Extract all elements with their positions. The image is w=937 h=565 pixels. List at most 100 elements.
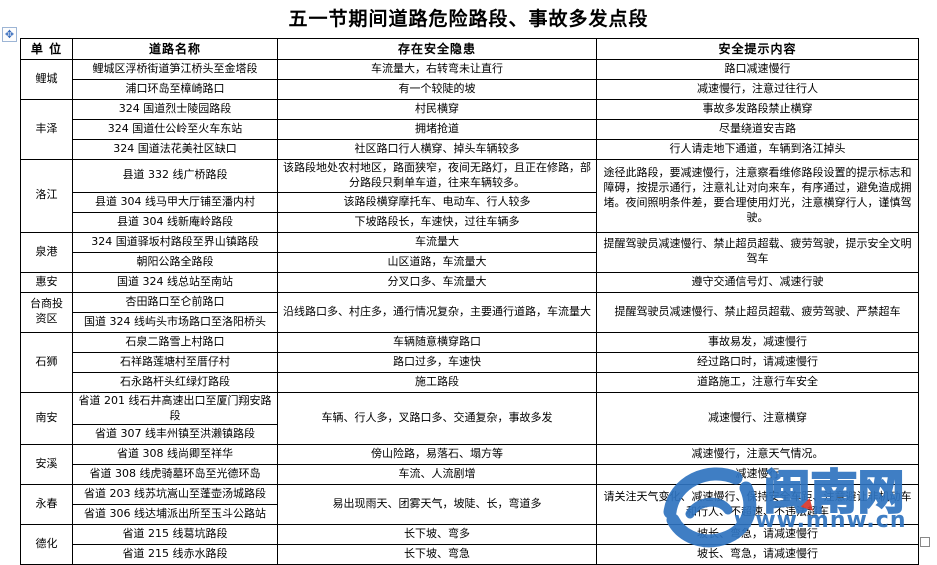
hazard-cell: 长下坡、弯急 <box>277 544 597 565</box>
tip-cell: 道路施工，注意行车安全 <box>596 371 919 393</box>
unit-cell: 德化 <box>20 524 73 565</box>
tip-cell: 经过路口时，请减速慢行 <box>596 351 919 373</box>
hazard-cell: 拥堵抢道 <box>277 119 597 140</box>
hazard-cell: 沿线路口多、村庄多，通行情况复杂，主要通行道路，车流量大 <box>277 291 597 333</box>
road-cell: 石泉二路雪上村路口 <box>72 331 278 353</box>
table-row: 丰泽 324 国道烈士陵园路段 村民横穿 事故多发路段禁止横穿 <box>20 99 919 160</box>
hazard-cell: 该路段地处农村地区，路面狭窄，夜间无路灯，且正在修路，部分路段只剩单车道，往来车… <box>277 159 597 193</box>
unit-cell: 泉港 <box>20 231 73 273</box>
road-cell: 324 国道法花美社区缺口 <box>72 139 278 160</box>
road-cell: 省道 308 线尚卿至祥华 <box>72 444 278 466</box>
road-cell: 杏田路口至仑前路口 <box>72 291 278 313</box>
table-row: 德化 省道 215 线葛坑路段 长下坡、弯多 坡长、弯急，请减速慢行 <box>20 524 919 565</box>
hazard-cell: 该路段横穿摩托车、电动车、行人较多 <box>277 191 597 213</box>
table-move-handle-icon[interactable]: ✥ <box>2 27 17 42</box>
tip-cell: 提醒驾驶员减速慢行、禁止超员超载、疲劳驾驶，提示安全文明驾车 <box>596 231 919 273</box>
header-hazard: 存在安全隐患 <box>277 38 597 60</box>
road-cell: 省道 307 线丰州镇至洪濑镇路段 <box>72 424 278 446</box>
tip-cell: 路口减速慢行 <box>596 59 919 80</box>
hazard-cell: 车流量大 <box>277 231 597 253</box>
hazard-cell: 车辆、行人多，叉路口多、交通复杂，事故多发 <box>277 391 597 446</box>
table-row: 省道 308 线虎骑墓环岛至光德环岛 车流、人流剧增 减速慢行 <box>21 464 919 486</box>
tip-cell: 减速慢行，注意天气情况。 <box>596 444 919 466</box>
table-row: 石狮 石泉二路雪上村路口 车辆随意横穿路口 事故易发，减速慢行 <box>20 331 919 393</box>
tip-cell: 提醒驾驶员减速慢行、禁止超员超载、疲劳驾驶、严禁超车 <box>596 291 919 333</box>
road-cell: 省道 215 线赤水路段 <box>72 544 278 565</box>
table-row: 泉港 324 国道驿坂村路段至界山镇路段 车流量大 提醒驾驶员减速慢行、禁止超员超载、… <box>20 231 919 273</box>
tip-cell: 遵守交通信号灯、减速行驶 <box>596 271 919 293</box>
road-cell: 省道 215 线葛坑路段 <box>72 524 278 546</box>
hazard-cell: 下坡路段长，车速快，过往车辆多 <box>277 211 597 233</box>
hazard-cell: 有一个较陡的坡 <box>277 79 597 100</box>
header-road: 道路名称 <box>72 38 278 60</box>
tip-cell: 减速慢行，注意过往行人 <box>596 79 919 100</box>
hazard-cell: 路口过多，车速快 <box>277 351 597 373</box>
road-cell: 国道 324 线总站至南站 <box>72 271 278 293</box>
hazard-cell: 社区路口行人横穿、掉头车辆较多 <box>277 139 597 160</box>
hazard-cell: 分叉口多、车流量大 <box>277 271 597 293</box>
table-row: 324 国道法花美社区缺口 社区路口行人横穿、掉头车辆较多 行人请走地下通道，车辆到… <box>21 139 919 160</box>
hazard-cell: 车流量大，右转弯未让直行 <box>277 59 597 80</box>
unit-cell: 石狮 <box>20 331 73 393</box>
table-row: 台商投资区 杏田路口至仑前路口 沿线路口多、村庄多，通行情况复杂，主要通行道路，车流… <box>20 291 919 333</box>
table-header-row: 单 位 道路名称 存在安全隐患 安全提示内容 <box>20 38 919 60</box>
hazard-cell: 施工路段 <box>277 371 597 393</box>
page-title: 五一节期间道路危险路段、事故多发点段 <box>288 8 649 30</box>
table-row: 省道 306 线达埔派出所至玉斗公路站 <box>21 504 919 526</box>
road-cell: 鲤城区浮桥街道笋江桥头至金塔段 <box>72 59 278 80</box>
road-cell: 浦口环岛至樟崎路口 <box>72 79 278 100</box>
tip-cell: 坡长、弯急，请减速慢行 <box>596 544 919 565</box>
unit-cell: 丰泽 <box>20 99 73 160</box>
road-cell: 石祥路莲塘村至厝仔村 <box>72 351 278 373</box>
unit-cell: 洛江 <box>20 159 73 233</box>
hazard-cell: 车辆随意横穿路口 <box>277 331 597 353</box>
tip-cell: 事故多发路段禁止横穿 <box>596 99 919 120</box>
road-cell: 县道 304 线新庵岭路段 <box>72 211 278 233</box>
table-row: 石永路杆头红绿灯路段 施工路段 道路施工，注意行车安全 <box>21 371 919 393</box>
hazard-cell: 易出现雨天、团雾天气，坡陡、长，弯道多 <box>277 484 597 526</box>
road-cell: 省道 308 线虎骑墓环岛至光德环岛 <box>72 464 278 486</box>
table-row: 南安 省道 201 线石井高速出口至厦门翔安路段 车辆、行人多，叉路口多、交通复杂，… <box>20 391 919 446</box>
road-cell: 朝阳公路全路段 <box>72 251 278 273</box>
unit-cell: 南安 <box>20 391 73 446</box>
table-resize-handle[interactable] <box>920 537 930 547</box>
table-row: 永春 省道 203 线苏坑嵩山至蓬壶汤城路段 易出现雨天、团雾天气，坡陡、长，弯道多… <box>20 484 919 526</box>
danger-road-table: 单 位 道路名称 存在安全隐患 安全提示内容 鲤城 鲤城区浮桥街道笋江桥头至金塔段… <box>20 38 919 565</box>
table-row: 鲤城 鲤城区浮桥街道笋江桥头至金塔段 车流量大，右转弯未让直行 路口减速慢行 <box>20 59 919 100</box>
hazard-cell: 长下坡、弯多 <box>277 524 597 546</box>
table-row: 惠安 国道 324 线总站至南站 分叉口多、车流量大 遵守交通信号灯、减速行驶 <box>20 271 919 293</box>
header-unit: 单 位 <box>20 38 73 60</box>
tip-cell: 减速慢行、注意横穿 <box>596 391 919 446</box>
table-row: 324 国道仕公岭至火车东站 拥堵抢道 尽量绕道安吉路 <box>21 119 919 140</box>
road-cell: 省道 306 线达埔派出所至玉斗公路站 <box>72 504 278 526</box>
road-cell: 县道 304 线马甲大厅铺至潘内村 <box>72 191 278 213</box>
hazard-cell: 村民横穿 <box>277 99 597 120</box>
table-row: 省道 215 线赤水路段 长下坡、弯急 坡长、弯急，请减速慢行 <box>21 544 919 565</box>
hazard-cell: 山区道路，车流量大 <box>277 251 597 273</box>
road-cell: 省道 201 线石井高速出口至厦门翔安路段 <box>72 391 278 426</box>
road-cell: 324 国道驿坂村路段至界山镇路段 <box>72 231 278 253</box>
tip-cell: 行人请走地下通道，车辆到洛江掉头 <box>596 139 919 160</box>
tip-cell: 请关注天气变化、减速慢行、保持安全车距、注意避让非机动车和行人、不超速、不违法超… <box>596 484 919 526</box>
hazard-cell: 傍山险路，易落石、塌方等 <box>277 444 597 466</box>
unit-cell: 鲤城 <box>20 59 73 100</box>
road-cell: 国道 324 线屿头市场路口至洛阳桥头 <box>72 311 278 333</box>
road-cell: 324 国道烈士陵园路段 <box>72 99 278 120</box>
table-row: 浦口环岛至樟崎路口 有一个较陡的坡 减速慢行，注意过往行人 <box>21 79 919 100</box>
unit-cell: 台商投资区 <box>20 291 73 333</box>
tip-cell: 减速慢行 <box>596 464 919 486</box>
unit-cell: 惠安 <box>20 271 73 293</box>
road-cell: 县道 332 线广桥路段 <box>72 159 278 193</box>
unit-cell: 安溪 <box>20 444 73 486</box>
header-tip: 安全提示内容 <box>596 38 919 60</box>
road-cell: 省道 203 线苏坑嵩山至蓬壶汤城路段 <box>72 484 278 506</box>
tip-cell: 事故易发，减速慢行 <box>596 331 919 353</box>
table-row: 安溪 省道 308 线尚卿至祥华 傍山险路，易落石、塌方等 减速慢行，注意天气情况。 <box>20 444 919 486</box>
table-row: 洛江 县道 332 线广桥路段 该路段地处农村地区，路面狭窄，夜间无路灯，且正在修路… <box>20 159 919 233</box>
road-cell: 石永路杆头红绿灯路段 <box>72 371 278 393</box>
table-row: 石祥路莲塘村至厝仔村 路口过多，车速快 经过路口时，请减速慢行 <box>21 351 919 373</box>
tip-cell: 途径此路段，要减速慢行，注意察看维修路段设置的提示标志和障碍，按提示通行，注意礼… <box>596 159 919 233</box>
tip-cell: 尽量绕道安吉路 <box>596 119 919 140</box>
table-row: 朝阳公路全路段 山区道路，车流量大 <box>21 251 919 273</box>
tip-cell: 坡长、弯急，请减速慢行 <box>596 524 919 546</box>
